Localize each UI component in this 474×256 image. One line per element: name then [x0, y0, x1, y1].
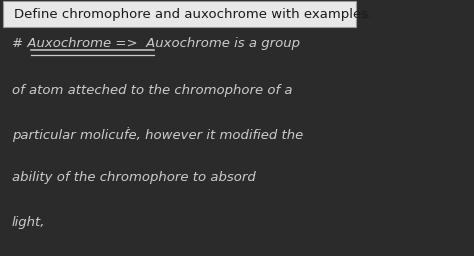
Text: ability of the chromophore to absord: ability of the chromophore to absord — [12, 172, 255, 184]
Text: light,: light, — [12, 216, 46, 229]
FancyBboxPatch shape — [3, 1, 356, 27]
Text: Define chromophore and auxochrome with examples.: Define chromophore and auxochrome with e… — [14, 8, 373, 20]
Text: particular molicuḟe, however it modified the: particular molicuḟe, however it modified… — [12, 127, 303, 142]
Text: of atom atteched to the chromophore of a: of atom atteched to the chromophore of a — [12, 84, 292, 97]
Text: # Auxochrome =>  Auxochrome is a group: # Auxochrome => Auxochrome is a group — [12, 37, 300, 50]
